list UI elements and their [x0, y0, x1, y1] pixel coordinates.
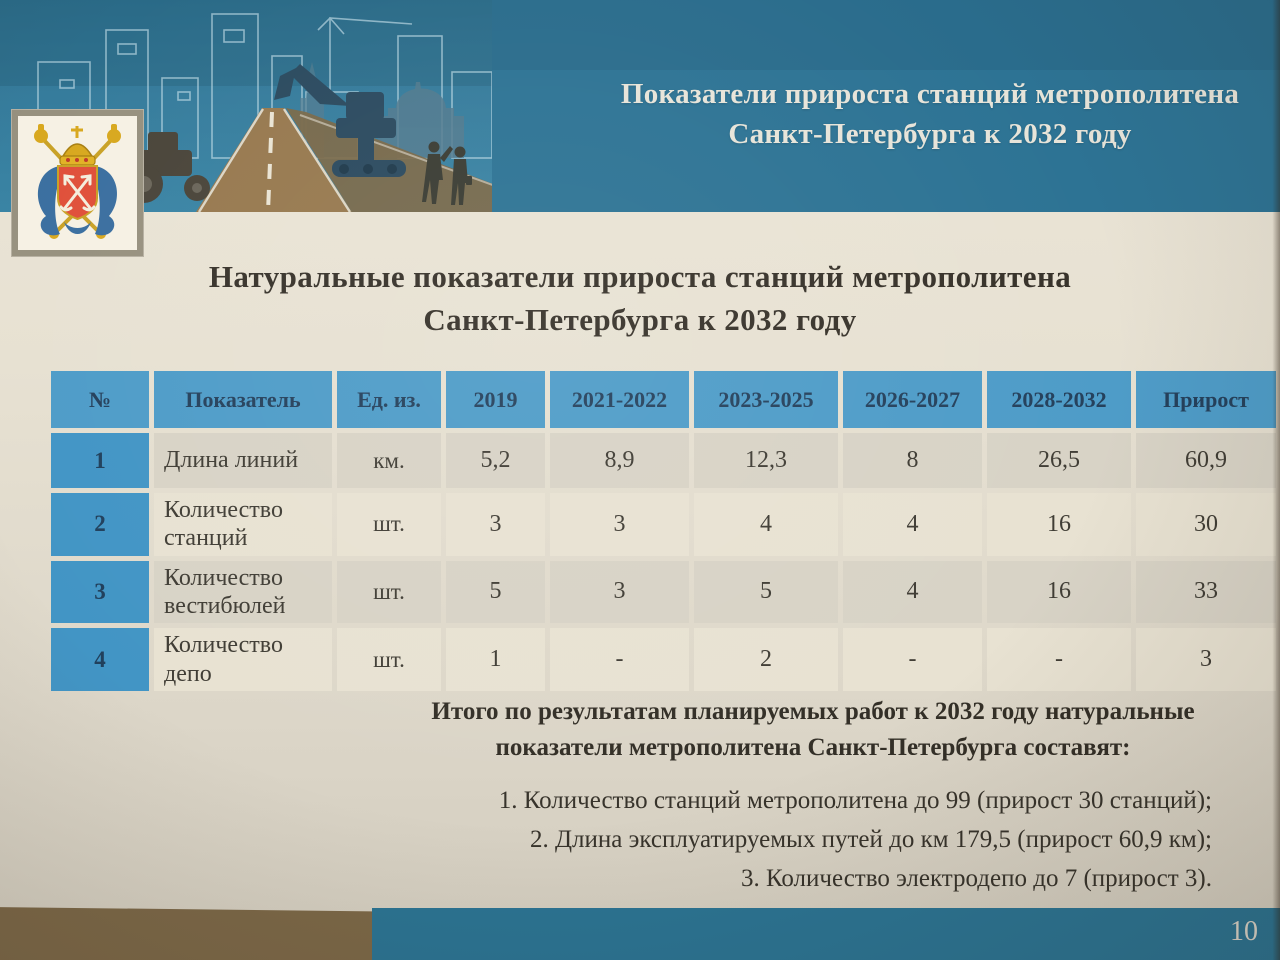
- summary-intro-line1: Итого по результатам планируемых работ к…: [431, 698, 1195, 725]
- table-row: 4 Количество депо шт. 1 - 2 - - 3: [51, 628, 1276, 691]
- indicator-cell: Длина линий: [154, 433, 332, 488]
- unit-cell: км.: [337, 433, 441, 488]
- list-item: 2. Длина эксплуатируемых путей до км 179…: [530, 825, 1212, 853]
- value-cell: -: [843, 628, 982, 691]
- value-cell: 3: [446, 493, 545, 556]
- value-cell: 26,5: [987, 433, 1131, 488]
- value-cell: 16: [987, 560, 1131, 624]
- indicators-table: № Показатель Ед. из. 2019 2021-2022 2023…: [46, 366, 1280, 696]
- value-cell: -: [550, 628, 689, 691]
- row-number-cell: 4: [51, 628, 149, 691]
- value-cell: 1: [446, 628, 545, 691]
- value-cell: 16: [987, 493, 1131, 556]
- banner-title-line1: Показатели прироста станций метрополитен…: [620, 78, 1240, 110]
- header-cell-2023-2025: 2023-2025: [694, 371, 838, 428]
- header-cell-2021-2022: 2021-2022: [550, 371, 689, 428]
- unit-cell: шт.: [337, 628, 441, 691]
- list-item: 3. Количество электродепо до 7 (прирост …: [740, 864, 1212, 892]
- banner-title-line2: Санкт-Петербурга к 2032 году: [728, 118, 1132, 151]
- value-cell: 5: [446, 560, 545, 624]
- excavator-icon: [274, 64, 406, 177]
- value-cell: 4: [843, 560, 982, 624]
- indicator-cell: Количество станций: [154, 493, 332, 556]
- summary-list: 1. Количество станций метрополитена до 9…: [312, 782, 1212, 898]
- value-cell: 60,9: [1136, 433, 1276, 488]
- value-cell: 2: [694, 628, 838, 691]
- value-cell: 33: [1136, 560, 1276, 624]
- value-cell: 5: [694, 560, 838, 624]
- table-header-row: № Показатель Ед. из. 2019 2021-2022 2023…: [51, 371, 1276, 428]
- value-cell: 3: [1136, 628, 1276, 691]
- coat-of-arms: [12, 110, 143, 256]
- value-cell: 5,2: [446, 433, 545, 488]
- value-cell: 8: [843, 433, 982, 488]
- header-cell-indicator: Показатель: [154, 371, 332, 428]
- people-silhouettes-icon: [422, 141, 472, 205]
- value-cell: 8,9: [550, 433, 689, 488]
- value-cell: 4: [843, 493, 982, 556]
- unit-cell: шт.: [337, 560, 441, 624]
- value-cell: -: [987, 628, 1131, 691]
- summary-intro: Итого по результатам планируемых работ к…: [392, 694, 1234, 767]
- value-cell: 4: [694, 493, 838, 556]
- coat-of-arms-icon: [34, 124, 121, 239]
- page-number: 10: [1230, 916, 1258, 947]
- slide-title: Натуральные показатели прироста станций …: [0, 256, 1280, 342]
- value-cell: 30: [1136, 493, 1276, 556]
- slide-title-line1: Натуральные показатели прироста станций …: [208, 259, 1072, 294]
- value-cell: 12,3: [694, 433, 838, 488]
- indicator-cell: Количество вестибюлей: [154, 560, 332, 624]
- row-number-cell: 3: [51, 560, 149, 624]
- footer-teal-bar: 10: [372, 908, 1280, 960]
- table-row: 3 Количество вестибюлей шт. 5 3 5 4 16 3…: [51, 560, 1276, 624]
- value-cell: 3: [550, 560, 689, 624]
- footer-brown-bar: [0, 907, 372, 960]
- header-cell-unit: Ед. из.: [337, 371, 441, 428]
- cityscape-illustration: [0, 0, 1280, 212]
- table-row: 2 Количество станций шт. 3 3 4 4 16 30: [51, 493, 1276, 556]
- header-cell-2019: 2019: [446, 371, 545, 428]
- row-number-cell: 2: [51, 493, 149, 556]
- shield: [57, 165, 98, 221]
- list-item: 1. Количество станций метрополитена до 9…: [498, 787, 1212, 814]
- header-cell-num: №: [51, 371, 149, 428]
- banner: Показатели прироста станций метрополитен…: [0, 0, 1280, 212]
- crown: [59, 126, 96, 166]
- banner-title: Показатели прироста станций метрополитен…: [598, 74, 1262, 154]
- value-cell: 3: [550, 493, 689, 556]
- header-cell-2026-2027: 2026-2027: [843, 371, 982, 428]
- header-cell-growth: Прирост: [1136, 371, 1276, 428]
- summary-intro-line2: показатели метрополитена Санкт-Петербург…: [495, 734, 1131, 762]
- mantling: [37, 166, 118, 236]
- unit-cell: шт.: [337, 493, 441, 556]
- header-cell-2028-2032: 2028-2032: [987, 371, 1131, 428]
- slide-title-line2: Санкт-Петербурга к 2032 году: [423, 301, 857, 337]
- row-number-cell: 1: [51, 433, 149, 488]
- table-row: 1 Длина линий км. 5,2 8,9 12,3 8 26,5 60…: [51, 433, 1276, 488]
- indicator-cell: Количество депо: [154, 628, 332, 691]
